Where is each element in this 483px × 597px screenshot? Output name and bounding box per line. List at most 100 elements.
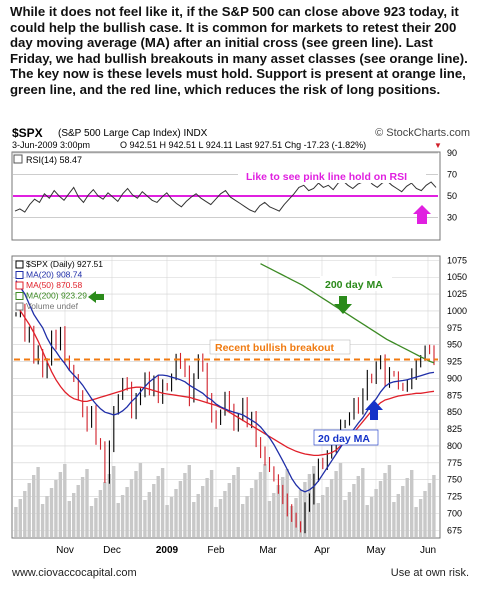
volume-bar <box>205 478 209 537</box>
price-tick-label: 700 <box>447 508 462 518</box>
legend-entry: $SPX (Daily) 927.51 <box>26 259 103 269</box>
quote-readout: O 942.51 H 942.51 L 924.11 Last 927.51 C… <box>120 140 366 150</box>
volume-bar <box>160 468 165 537</box>
month-tick-label: May <box>367 545 386 556</box>
price-tick-label: 925 <box>447 357 462 367</box>
volume-bar <box>423 491 427 537</box>
volume-bar <box>72 493 76 537</box>
volume-bar <box>245 496 249 537</box>
volume-bar <box>40 504 45 537</box>
breakout-annotation-box <box>209 339 351 355</box>
volume-bar <box>414 507 418 537</box>
month-tick-label: Apr <box>314 545 330 556</box>
volume-bar <box>263 464 267 537</box>
volume-bar <box>134 471 138 537</box>
volume-bar <box>214 507 218 537</box>
volume-bar <box>334 471 338 537</box>
volume-bar <box>396 494 400 537</box>
month-tick-label: Nov <box>56 545 74 556</box>
volume-bar <box>432 475 436 537</box>
volume-bar <box>120 495 125 537</box>
volume-bar <box>378 481 383 537</box>
volume-bar <box>152 484 156 537</box>
price-bars <box>15 303 435 534</box>
legend-swatch <box>15 292 24 300</box>
volume-bar <box>18 499 22 537</box>
volume-bar <box>356 476 360 537</box>
volume-bar <box>365 505 369 537</box>
volume-bar <box>32 475 36 537</box>
volume-bar <box>27 483 31 537</box>
blue-up-arrow-icon <box>365 400 383 420</box>
volume-bar <box>36 467 40 537</box>
volume-bar <box>14 507 18 537</box>
price-tick-label: 1000 <box>447 306 467 316</box>
volume-bar <box>138 463 143 537</box>
volume-bar <box>258 472 263 537</box>
ma200-line <box>260 263 435 364</box>
rsi-tick-label: 70 <box>447 170 457 180</box>
volume-bar <box>272 493 276 537</box>
volume-bar <box>387 465 392 537</box>
legend-entry: Volume undef <box>26 301 79 311</box>
volume-bar <box>183 473 187 537</box>
volume-bar <box>347 492 352 537</box>
volume-bar <box>187 465 191 537</box>
price-tick-label: 1050 <box>447 272 467 282</box>
month-tick-labels: Nov Dec 2009 Feb Mar Apr May Jun <box>56 545 436 556</box>
volume-bar <box>54 480 58 537</box>
volume-bar <box>241 504 245 537</box>
ma200-annotation-box <box>320 276 392 291</box>
price-tick-label: 850 <box>447 407 462 417</box>
volume-bar <box>129 479 134 537</box>
rsi-tick-label: 30 <box>447 213 457 223</box>
price-tick-label: 800 <box>447 441 462 451</box>
price-tick-label: 875 <box>447 390 462 400</box>
footer-disclaimer: Use at own risk. <box>390 567 469 579</box>
legend-swatch <box>15 281 24 290</box>
volume-bar <box>227 483 231 537</box>
volume-bar <box>192 502 196 537</box>
volume-bar <box>232 475 236 537</box>
rsi-tick-label: 90 <box>447 148 457 158</box>
commentary-text: While it does not feel like it, if the S… <box>10 4 468 97</box>
volume-bar <box>338 463 343 537</box>
volume-bar <box>427 483 432 537</box>
volume-bar <box>178 481 183 537</box>
price-tick-label: 1075 <box>447 255 467 265</box>
volume-bar <box>325 487 329 537</box>
volume-bar <box>418 499 423 537</box>
legend-entry: MA(50) 870.58 <box>26 280 82 290</box>
price-tick-label: 825 <box>447 424 462 434</box>
volume-bar <box>401 486 405 537</box>
rsi-expand-icon[interactable] <box>13 154 23 164</box>
volume-bar <box>236 467 240 537</box>
volume-bar <box>343 500 347 537</box>
volume-bar <box>58 472 63 537</box>
volume-bar <box>116 503 120 537</box>
ma200-annotation: 200 day MA <box>325 279 383 291</box>
ma20-annotation-box <box>313 429 379 446</box>
volume-bar <box>276 485 280 537</box>
volume-bar <box>107 474 111 537</box>
price-tick-label: 1025 <box>447 289 467 299</box>
price-tick-label: 775 <box>447 458 462 468</box>
volume-bar <box>196 494 200 537</box>
volume-bar <box>321 495 325 537</box>
volume-bar <box>254 480 258 537</box>
volume-bar <box>156 476 160 537</box>
volume-bar <box>45 496 49 537</box>
volume-bar <box>63 464 67 537</box>
volume-bar <box>94 498 98 537</box>
volume-bar <box>89 506 94 537</box>
legend-swatch <box>15 271 24 279</box>
rsi-label: RSI(14) 58.47 <box>26 155 82 165</box>
volume-bar <box>405 478 409 537</box>
volume-bar <box>249 488 254 537</box>
price-tick-label: 750 <box>447 475 462 485</box>
volume-bar <box>267 501 272 537</box>
footer-website: www.ciovaccocapital.com <box>12 567 137 579</box>
volume-bar <box>361 468 365 537</box>
